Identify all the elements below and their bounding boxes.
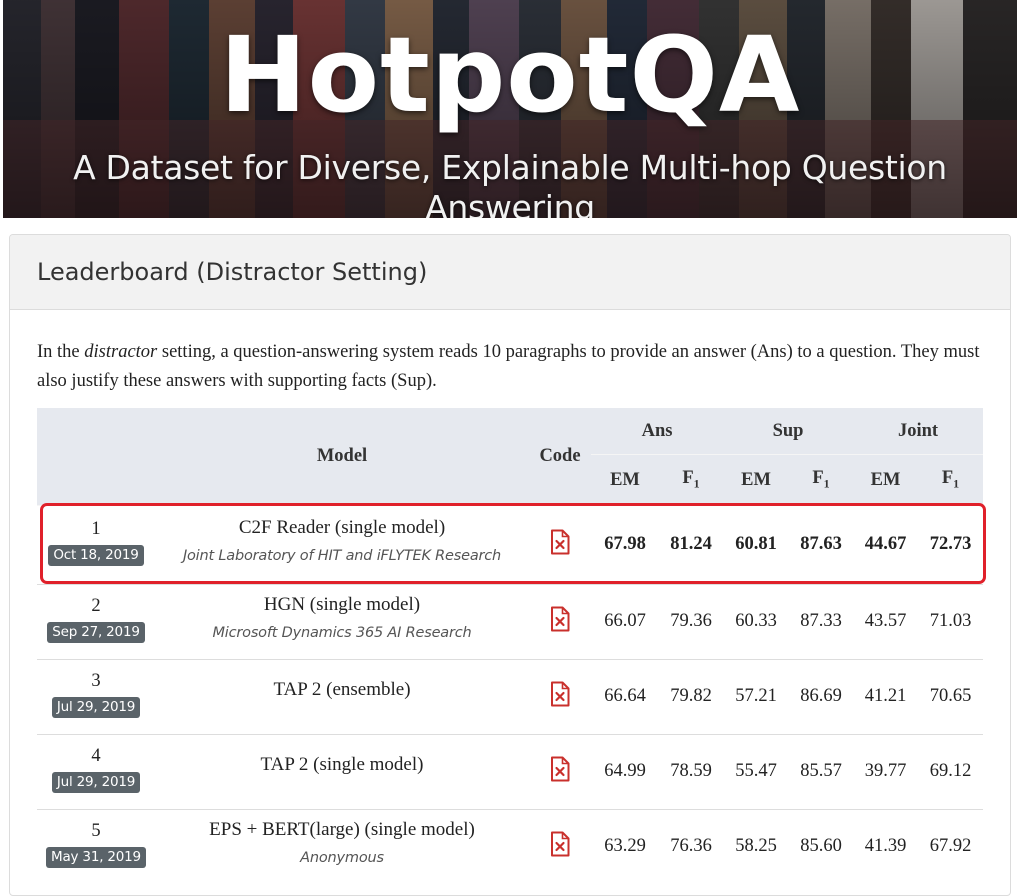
hero-banner: HotpotQA A Dataset for Diverse, Explaina… [3,0,1017,218]
ans-em-cell: 66.64 [591,658,659,734]
ans-f1-cell: 81.24 [670,533,712,554]
model-name: TAP 2 (single model) [260,753,424,775]
sup-em-cell: 57.21 [723,658,790,734]
model-cell: TAP 2 (single model) [155,733,529,809]
ans-f1-cell: 76.36 [659,808,724,884]
model-org: Microsoft Dynamics 365 AI Research [212,624,472,641]
rank-cell: 2 Sep 27, 2019 [37,583,155,659]
code-cell [529,658,591,734]
table-row: 4 Jul 29, 2019 TAP 2 (single model) 64.9… [37,733,984,809]
header-row-groups: Model Code Ans Sup Joint [37,408,984,506]
sup-em-cell: 58.25 [723,808,790,884]
joint-header: Joint [853,408,984,455]
sup-f1-cell: 86.69 [789,658,854,734]
leaderboard-table-wrapper: Model Code Ans Sup Joint EM F1 EM F1 EM … [37,408,984,884]
code-cell [529,733,591,809]
rank-number: 4 [91,746,101,766]
sup-em-cell: 60.33 [723,583,790,659]
ans-f1-cell: 78.59 [659,733,724,809]
model-name: TAP 2 (ensemble) [273,678,411,700]
joint-em-cell: 41.39 [853,808,919,884]
joint-em-cell: 43.57 [853,583,919,659]
intro-text: In the distractor setting, a question-an… [37,338,987,396]
ans-em-header: EM [610,469,640,490]
ans-em-cell: 67.98 [604,533,646,554]
ans-em-cell: 64.99 [591,733,659,809]
file-x-icon[interactable] [549,606,571,632]
intro-text-start: In the [37,342,85,362]
model-name: C2F Reader (single model) [238,516,446,538]
rank-cell: 3 Jul 29, 2019 [37,658,155,734]
joint-f1-cell: 71.03 [918,583,984,659]
sup-em-header: EM [741,469,771,490]
sup-em-cell: 60.81 [735,533,777,554]
date-badge: May 31, 2019 [46,847,146,868]
ans-em-cell: 63.29 [591,808,659,884]
file-x-icon[interactable] [549,756,571,782]
code-cell [529,808,591,884]
joint-f1-cell: 67.92 [918,808,984,884]
sup-f1-header: F1 [812,468,830,491]
date-badge: Sep 27, 2019 [47,622,145,643]
rank-number: 3 [91,671,101,691]
ans-em-cell: 66.07 [591,583,659,659]
table-row: 1 Oct 18, 2019 C2F Reader (single model)… [37,505,983,584]
table-row: 3 Jul 29, 2019 TAP 2 (ensemble) 66.64 79… [37,658,984,734]
rank-header [37,408,155,506]
file-x-icon[interactable] [549,529,571,555]
hero-subtitle: A Dataset for Diverse, Explainable Multi… [73,148,947,218]
file-x-icon[interactable] [549,831,571,857]
panel-heading: Leaderboard (Distractor Setting) [10,235,1010,310]
code-header: Code [529,408,591,506]
joint-f1-header: F1 [941,468,960,491]
sup-f1-cell: 87.33 [789,583,854,659]
file-x-icon[interactable] [549,681,571,707]
joint-em-cell: 39.77 [853,733,919,809]
model-cell: C2F Reader (single model) Joint Laborato… [155,505,529,584]
model-cell: EPS + BERT(large) (single model) Anonymo… [155,808,529,884]
joint-em-cell: 41.21 [853,658,919,734]
model-name: HGN (single model) [263,593,421,615]
rank-cell: 1 Oct 18, 2019 [37,505,155,584]
table-row: 2 Sep 27, 2019 HGN (single model) Micros… [37,583,984,659]
joint-f1-cell: 69.12 [918,733,984,809]
ans-header: Ans [591,408,724,455]
hero-title: HotpotQA [219,14,801,136]
model-org: Joint Laboratory of HIT and iFLYTEK Rese… [182,547,502,564]
joint-em-cell: 44.67 [864,533,907,554]
code-cell [529,583,591,659]
sup-header: Sup [723,408,854,455]
sup-f1-cell: 85.57 [789,733,854,809]
model-name: EPS + BERT(large) (single model) [209,818,475,840]
model-cell: HGN (single model) Microsoft Dynamics 36… [155,583,529,659]
model-header: Model [155,408,529,506]
rank-cell: 5 May 31, 2019 [37,808,155,884]
date-badge: Jul 29, 2019 [51,697,141,718]
joint-f1-cell: 72.73 [929,533,972,554]
table-row: 5 May 31, 2019 EPS + BERT(large) (single… [37,808,984,884]
intro-text-end: setting, a question-answering system rea… [37,342,980,391]
joint-f1-cell: 70.65 [918,658,984,734]
date-badge: Jul 29, 2019 [51,772,141,793]
code-cell [529,505,591,584]
rank-number: 5 [91,821,101,841]
intro-emphasis: distractor [84,342,158,362]
ans-f1-cell: 79.82 [659,658,724,734]
sup-f1-cell: 85.60 [789,808,854,884]
leaderboard-panel: Leaderboard (Distractor Setting) In the … [9,234,1011,896]
ans-f1-cell: 79.36 [659,583,724,659]
rank-number: 2 [91,596,101,616]
leaderboard-table: Model Code Ans Sup Joint EM F1 EM F1 EM … [37,408,984,884]
joint-em-header: EM [870,469,901,490]
model-cell: TAP 2 (ensemble) [155,658,529,734]
sup-f1-cell: 87.63 [800,533,842,554]
rank-cell: 4 Jul 29, 2019 [37,733,155,809]
bookshelf-background [3,0,1017,218]
date-badge: Oct 18, 2019 [48,545,144,566]
rank-number: 1 [91,519,101,539]
ans-f1-header: F1 [682,468,700,491]
model-org: Anonymous [300,849,384,866]
sup-em-cell: 55.47 [723,733,790,809]
